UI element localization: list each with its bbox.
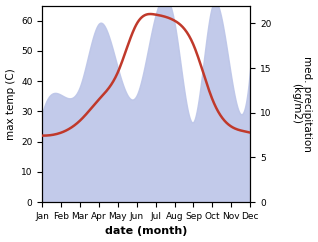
X-axis label: date (month): date (month) (105, 227, 187, 236)
Y-axis label: max temp (C): max temp (C) (5, 68, 16, 140)
Y-axis label: med. precipitation
(kg/m2): med. precipitation (kg/m2) (291, 56, 313, 152)
